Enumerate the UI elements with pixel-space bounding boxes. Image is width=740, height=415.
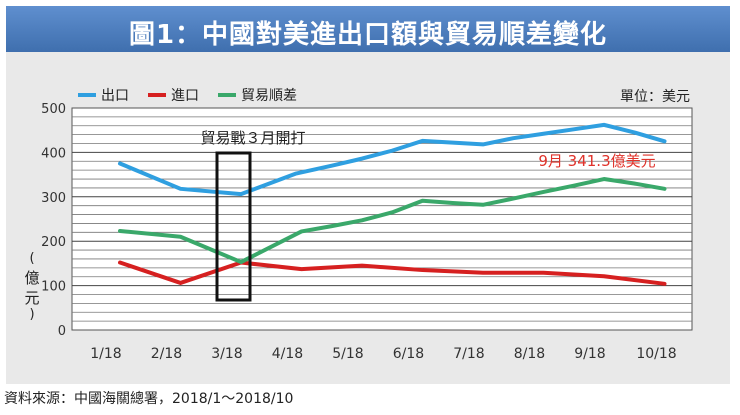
y-axis-label-char-2: 元 <box>24 289 39 307</box>
gridlines <box>72 116 692 322</box>
legend: 出口 進口 貿易順差 <box>78 88 297 104</box>
legend-label-export: 出口 <box>101 88 129 104</box>
series-line-import <box>118 260 667 286</box>
y-tick-label: 200 <box>41 235 66 250</box>
x-tick-label: 9/18 <box>574 346 605 362</box>
x-tick-label: 10/18 <box>636 346 676 362</box>
y-tick-label: 400 <box>41 146 66 161</box>
title-bar: 圖1：中國對美進出口額與貿易順差變化 <box>6 6 730 52</box>
legend-label-import: 進口 <box>171 88 199 104</box>
y-tick-labels: 0 100 200 300 400 500 <box>41 102 66 339</box>
source-note: 資料來源：中國海關總署，2018/1～2018/10 <box>4 391 294 407</box>
plot-area <box>71 107 693 331</box>
y-tick-label: 500 <box>41 102 66 117</box>
svg-text:(: ( <box>29 251 34 266</box>
x-tick-label: 4/18 <box>272 346 303 362</box>
trade-war-annotation: 貿易戰３月開打 <box>200 129 305 147</box>
series-line-surplus <box>118 177 667 265</box>
y-axis-label: ( 億 元 ) <box>24 251 39 322</box>
x-tick-label: 8/18 <box>514 346 545 362</box>
series-lines <box>118 122 667 286</box>
svg-text:): ) <box>29 307 34 322</box>
chart-title: 圖1：中國對美進出口額與貿易順差變化 <box>128 20 608 50</box>
series-line-export <box>118 122 667 197</box>
x-tick-label: 3/18 <box>211 346 242 362</box>
x-tick-label: 1/18 <box>90 346 121 362</box>
y-tick-label: 100 <box>41 280 66 295</box>
y-axis-label-char-1: 億 <box>24 269 39 287</box>
september-surplus-annotation: 9月 341.3億美元 <box>538 152 655 170</box>
x-tick-label: 6/18 <box>393 346 424 362</box>
x-tick-label: 5/18 <box>332 346 363 362</box>
x-tick-label: 7/18 <box>453 346 484 362</box>
y-tick-label: 0 <box>58 324 66 339</box>
legend-label-surplus: 貿易順差 <box>241 88 297 104</box>
x-tick-labels: 1/18 2/18 3/18 4/18 5/18 6/18 7/18 8/18 9/18 10/1… <box>90 346 676 362</box>
x-tick-label: 2/18 <box>151 346 182 362</box>
unit-label: 單位：美元 <box>620 89 690 105</box>
y-tick-label: 300 <box>41 191 66 206</box>
trade-war-marker-box <box>215 151 252 302</box>
